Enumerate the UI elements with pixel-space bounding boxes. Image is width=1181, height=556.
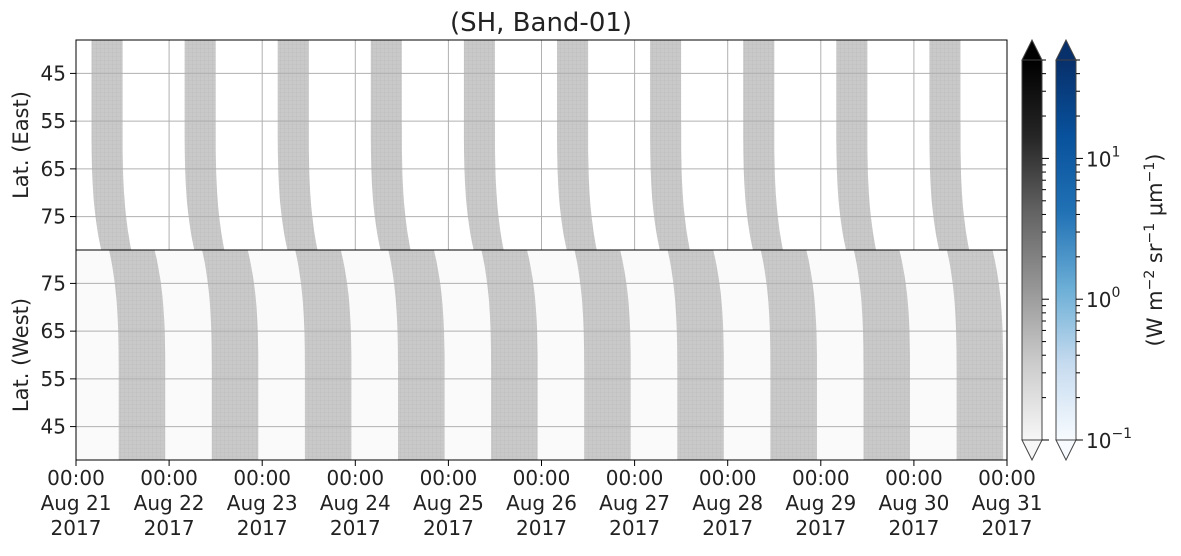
west-band-2 <box>202 250 259 460</box>
colorbar-tick-exp: 1 <box>1111 144 1120 160</box>
y-tick-label: 55 <box>41 367 66 391</box>
east-band-3 <box>277 40 318 250</box>
colorbar-tick-label: 10−1 <box>1086 426 1132 453</box>
y-tick-label: 65 <box>41 319 66 343</box>
colorbar-label-sup3: −1 <box>1142 162 1158 183</box>
west-band-6 <box>574 250 631 460</box>
panel-east <box>75 39 1008 460</box>
west-band-4 <box>388 250 445 460</box>
x-tick-label: 00:00 <box>326 466 384 490</box>
y-tick-label: 75 <box>41 271 66 295</box>
east-band-6 <box>557 40 597 250</box>
panel-west <box>75 249 1008 461</box>
x-tick-label: 2017 <box>609 516 660 540</box>
colorbar-tick-label: 100 <box>1086 285 1120 312</box>
y-tick-label: 65 <box>41 157 66 181</box>
west-band-8 <box>760 250 817 460</box>
x-tick-label: 00:00 <box>792 466 850 490</box>
west-band-9 <box>853 250 910 460</box>
x-tick-label: Aug 24 <box>320 491 391 515</box>
colorbar-blue-extend-high <box>1055 38 1077 61</box>
x-tick-label: Aug 29 <box>785 491 856 515</box>
x-tick-label: Aug 25 <box>413 491 484 515</box>
x-tick-label: Aug 23 <box>227 491 298 515</box>
chart-title: (SH, Band-01) <box>450 8 632 38</box>
east-band-2 <box>184 40 225 250</box>
colorbar-blue <box>1055 59 1077 441</box>
colorbar-tick-label: 101 <box>1086 144 1120 171</box>
colorbar-tick-exp: −1 <box>1111 426 1132 442</box>
colorbar-tick-exp: 0 <box>1111 285 1120 301</box>
x-tick-label: 00:00 <box>978 466 1036 490</box>
x-tick-label: 00:00 <box>420 466 478 490</box>
x-tick-label: Aug 31 <box>972 491 1043 515</box>
colorbar-label-pre: (W m <box>1143 290 1167 346</box>
x-tick-label: 00:00 <box>140 466 198 490</box>
x-tick-label: 2017 <box>888 516 939 540</box>
y-axis-label-east: Lat. (East) <box>9 91 33 199</box>
x-tick-label: 2017 <box>795 516 846 540</box>
x-tick-label: Aug 28 <box>692 491 763 515</box>
colorbar-label-mid1: sr <box>1143 243 1167 270</box>
x-tick-label: 00:00 <box>47 466 105 490</box>
y-tick-label: 45 <box>41 61 66 85</box>
x-tick-label: 2017 <box>982 516 1033 540</box>
x-tick-label: Aug 21 <box>41 491 112 515</box>
y-tick-label: 45 <box>41 415 66 439</box>
x-tick-label: 2017 <box>237 516 288 540</box>
west-band-3 <box>295 250 352 460</box>
colorbars <box>1021 38 1077 462</box>
colorbar-label-mid2: μm <box>1143 182 1167 223</box>
x-tick-label: 2017 <box>423 516 474 540</box>
y-tick-label: 75 <box>41 205 66 229</box>
x-tick-label: 2017 <box>144 516 195 540</box>
west-band-7 <box>667 250 724 460</box>
x-tick-label: 2017 <box>51 516 102 540</box>
east-band-1 <box>91 40 132 250</box>
colorbar-label-post: ) <box>1143 154 1167 162</box>
east-band-5 <box>463 40 504 250</box>
y-ticks: 45 55 65 75 75 65 55 45 <box>41 61 76 439</box>
x-tick-label: 00:00 <box>606 466 664 490</box>
x-tick-label: 2017 <box>330 516 381 540</box>
east-band-9 <box>836 40 877 250</box>
x-tick-label: 2017 <box>702 516 753 540</box>
x-tick-label: 00:00 <box>699 466 757 490</box>
east-band-10 <box>929 40 970 250</box>
colorbar-label-sup1: −2 <box>1142 270 1158 291</box>
x-tick-label: Aug 27 <box>599 491 670 515</box>
east-band-8 <box>743 40 783 250</box>
x-tick-label: 2017 <box>516 516 567 540</box>
east-band-7 <box>650 40 690 250</box>
colorbar-tick-base: 10 <box>1086 147 1111 171</box>
x-tick-label: Aug 30 <box>878 491 949 515</box>
colorbar-tick-base: 10 <box>1086 429 1111 453</box>
east-band-4 <box>370 40 411 250</box>
west-band-5 <box>481 250 538 460</box>
west-band-10 <box>946 250 1004 460</box>
x-tick-label: Aug 22 <box>134 491 205 515</box>
x-tick-label: Aug 26 <box>506 491 577 515</box>
x-tick-label: 00:00 <box>233 466 291 490</box>
west-band-1 <box>109 250 166 460</box>
colorbar-gray <box>1021 59 1043 441</box>
colorbar-label-sup2: −1 <box>1142 223 1158 244</box>
colorbar-gray-extend-low <box>1021 439 1043 462</box>
colorbar-tick-base: 10 <box>1086 288 1111 312</box>
y-axis-label-west: Lat. (West) <box>9 298 33 412</box>
y-tick-label: 55 <box>41 109 66 133</box>
colorbar-label: (W m−2 sr−1 μm−1) <box>1142 154 1167 347</box>
colorbar-blue-extend-low <box>1055 439 1077 462</box>
x-tick-label: 00:00 <box>513 466 571 490</box>
x-tick-label: 00:00 <box>885 466 943 490</box>
colorbar-gray-extend-high <box>1021 38 1043 61</box>
